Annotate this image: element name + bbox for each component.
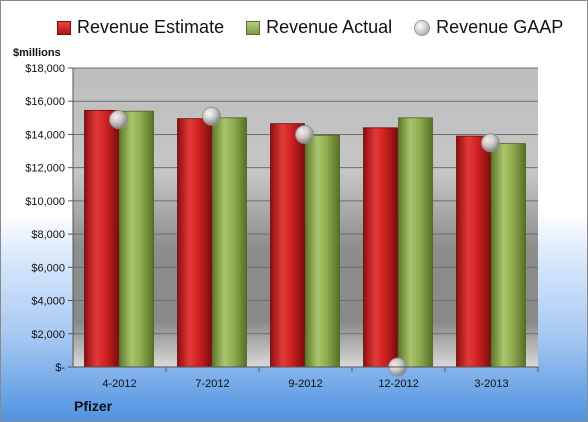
gaap-marker xyxy=(109,109,128,129)
bar-estimate xyxy=(177,118,212,368)
bar-estimate xyxy=(363,127,398,368)
y-tick-label: $4,000 xyxy=(31,296,65,308)
y-tick-label: $8,000 xyxy=(31,229,65,241)
legend-item-gaap: Revenue GAAP xyxy=(414,17,563,38)
x-axis: 4-2012 7-2012 9-2012 12-2012 3-2013 xyxy=(73,366,539,390)
bar-actual xyxy=(305,134,340,368)
legend-label-gaap: Revenue GAAP xyxy=(436,17,564,37)
bars xyxy=(84,109,526,368)
y-tick-label: $6,000 xyxy=(31,262,65,274)
gaap-marker xyxy=(202,106,221,126)
legend-swatch-estimate xyxy=(57,20,71,35)
y-tick-label: $14,000 xyxy=(25,129,65,141)
y-axis: $- $2,000 $4,000 $6,000 $8,000 $10,000 $12,000… xyxy=(25,63,74,374)
y-tick-label: $16,000 xyxy=(25,96,65,108)
y-axis-units-label: $millions xyxy=(13,47,61,59)
y-tick-label: $- xyxy=(55,362,65,374)
bar-estimate xyxy=(270,123,305,368)
bar-estimate xyxy=(456,135,491,368)
gaap-marker xyxy=(481,133,500,153)
y-tick-label: $12,000 xyxy=(25,163,65,175)
bar-actual xyxy=(491,143,526,368)
legend-item-actual: Revenue Actual xyxy=(246,17,392,38)
bar-estimate xyxy=(84,109,119,368)
y-tick-label: $10,000 xyxy=(25,196,65,208)
x-tick-label: 3-2013 xyxy=(474,378,508,390)
x-tick-label: 4-2012 xyxy=(102,378,136,390)
x-tick-label: 12-2012 xyxy=(378,378,418,390)
legend-swatch-actual xyxy=(246,20,261,35)
y-tick-label: $18,000 xyxy=(25,63,65,75)
bar-actual xyxy=(398,117,433,368)
legend-label-actual: Revenue Actual xyxy=(266,17,393,37)
legend-swatch-gaap xyxy=(414,19,431,36)
legend-label-estimate: Revenue Estimate xyxy=(77,17,225,37)
legend: Revenue Estimate Revenue Actual Revenue … xyxy=(57,17,563,38)
bar-actual xyxy=(212,117,247,368)
company-label: Pfizer xyxy=(74,398,113,414)
x-tick-label: 7-2012 xyxy=(195,378,229,390)
x-tick-label: 9-2012 xyxy=(288,378,322,390)
y-tick-label: $2,000 xyxy=(31,329,65,341)
legend-item-estimate: Revenue Estimate xyxy=(57,17,224,38)
bar-actual xyxy=(119,110,154,368)
gaap-marker xyxy=(295,124,314,144)
